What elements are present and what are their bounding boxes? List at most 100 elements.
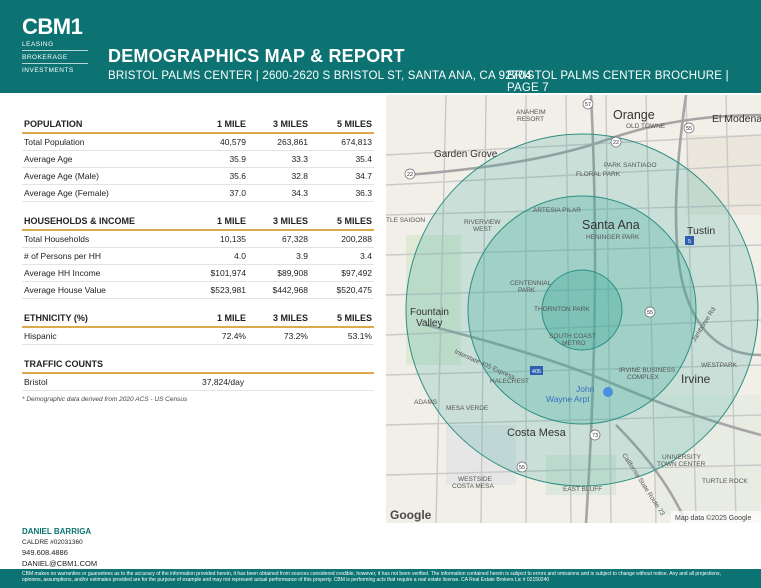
table-row: Average Age (Male) 35.6 32.8 34.7 <box>22 167 374 185</box>
shield-label: 5 <box>688 239 691 245</box>
map-attribution[interactable]: Map data ©2025 Google <box>675 514 751 522</box>
population-table: POPULATION 1 MILE 3 MILES 5 MILES Total … <box>22 115 374 202</box>
row-label: Total Households <box>22 230 168 248</box>
broker-email[interactable]: DANIEL@CBM1.COM <box>22 558 98 568</box>
cell: 35.9 <box>168 150 248 168</box>
map-label: OLD TOWNE <box>626 123 666 130</box>
cell: $89,908 <box>248 264 310 282</box>
table-row: Average HH Income $101,974 $89,908 $97,492 <box>22 264 374 282</box>
row-label: Average Age (Female) <box>22 184 168 202</box>
col-5-miles: 5 MILES <box>310 212 374 231</box>
shield-label: 22 <box>613 140 619 146</box>
logo-wordmark: CBM1 <box>22 14 83 39</box>
page-title: DEMOGRAPHICS MAP & REPORT <box>108 46 405 66</box>
city-label: Tustin <box>687 225 715 237</box>
cell: 32.8 <box>248 167 310 185</box>
traffic-heading: TRAFFIC COUNTS <box>22 355 374 374</box>
map-labels: ANAHEIM RESORT OLD TOWNE PARK SANTIAGO F… <box>386 109 748 493</box>
cell: 72.4% <box>168 327 248 345</box>
row-label: Average Age <box>22 150 168 168</box>
table-row: Average Age 35.9 33.3 35.4 <box>22 150 374 168</box>
property-address: BRISTOL PALMS CENTER | 2600-2620 S BRIST… <box>108 70 532 82</box>
cell: 73.2% <box>248 327 310 345</box>
cell: 674,813 <box>310 133 374 151</box>
col-3-miles: 3 MILES <box>248 115 310 134</box>
households-table: HOUSEHOLDS & INCOME 1 MILE 3 MILES 5 MIL… <box>22 212 374 299</box>
logo-line-investments: INVESTMENTS <box>22 67 74 74</box>
city-label: Costa Mesa <box>507 427 567 439</box>
shield-label: 55 <box>647 310 653 316</box>
cell: $97,492 <box>310 264 374 282</box>
broker-name: DANIEL BARRIGA <box>22 527 92 536</box>
col-5-miles: 5 MILES <box>310 309 374 328</box>
shield-label: 22 <box>407 172 413 178</box>
table-row: Hispanic 72.4% 73.2% 53.1% <box>22 327 374 345</box>
col-3-miles: 3 MILES <box>248 309 310 328</box>
map-label: UNIVERSITY <box>662 454 702 461</box>
radius-3-miles <box>467 195 697 425</box>
col-5-miles: 5 MILES <box>310 115 374 134</box>
map-label: TLE SAIGON <box>386 217 425 224</box>
logo-line-brokerage: BROKERAGE <box>22 51 88 64</box>
city-label: Orange <box>613 108 655 122</box>
shield-5-icon <box>685 236 694 245</box>
map-label: EAST BLUFF <box>563 486 602 493</box>
radius-map[interactable]: ANAHEIM RESORT OLD TOWNE PARK SANTIAGO F… <box>386 95 761 523</box>
shield-label: 55 <box>686 126 692 132</box>
broker-phone[interactable]: 949.608.4886 <box>22 548 68 557</box>
page-header: CBM1 LEASING BROKERAGE INVESTMENTS DEMOG… <box>0 0 761 94</box>
table-row: Average House Value $523,981 $442,968 $520,… <box>22 281 374 299</box>
cell: 35.6 <box>168 167 248 185</box>
cell: $523,981 <box>168 281 248 299</box>
freeways <box>405 95 761 523</box>
airport-icon <box>603 387 613 397</box>
cbm1-logo: CBM1 LEASING BROKERAGE INVESTMENTS <box>22 16 88 76</box>
map-label: IRVINE BUSINESS <box>619 367 676 374</box>
map-label: METRO <box>562 340 585 347</box>
map-label: RIVERVIEW <box>464 219 501 226</box>
cell: 4.0 <box>168 247 248 265</box>
radius-5-miles <box>405 133 759 487</box>
broker-contact: DANIEL BARRIGA CALDRE #02031360 949.608.… <box>22 527 97 569</box>
census-note: * Demographic data derived from 2020 ACS… <box>22 396 188 403</box>
airport-labels: John Wayne Arpt <box>546 384 595 404</box>
cell: 10,135 <box>168 230 248 248</box>
row-label: Average House Value <box>22 281 168 299</box>
shield-22-icon <box>404 168 416 180</box>
shield-22-icon <box>610 136 622 148</box>
cell: 53.1% <box>310 327 374 345</box>
shield-55-icon <box>644 306 656 318</box>
col-1-mile: 1 MILE <box>168 309 248 328</box>
map-label: ARTESIA PILAR <box>533 207 581 214</box>
ethnicity-heading: ETHNICITY (%) <box>22 309 168 328</box>
cell: 263,861 <box>248 133 310 151</box>
city-label: Santa Ana <box>582 218 640 232</box>
table-row: # of Persons per HH 4.0 3.9 3.4 <box>22 247 374 265</box>
table-row: Average Age (Female) 37.0 34.3 36.3 <box>22 184 374 202</box>
row-label: Total Population <box>22 133 168 151</box>
shield-55-icon <box>516 461 528 473</box>
highway-shields: 57 22 22 55 55 55 5 405 73 <box>404 98 695 473</box>
city-label: Garden Grove <box>434 149 498 160</box>
table-row: Bristol 37,824/day <box>22 373 374 391</box>
city-labels: Orange El Modena Garden Grove Santa Ana … <box>410 108 761 439</box>
map-label: WESTPARK <box>701 362 738 369</box>
row-label: Average Age (Male) <box>22 167 168 185</box>
cell: 36.3 <box>310 184 374 202</box>
city-label: El Modena <box>712 113 761 125</box>
cell: 34.3 <box>248 184 310 202</box>
map-label: SOUTH COAST <box>549 333 596 340</box>
shield-label: 57 <box>585 102 591 108</box>
shield-label: 73 <box>592 433 598 439</box>
map-label: HALECREST <box>490 378 529 385</box>
shield-405-icon <box>530 366 543 375</box>
cell: 200,288 <box>310 230 374 248</box>
households-heading: HOUSEHOLDS & INCOME <box>22 212 168 231</box>
shield-label: 405 <box>532 369 541 375</box>
airport-label: Wayne Arpt <box>546 394 590 404</box>
city-label: Fountain <box>410 307 449 318</box>
col-1-mile: 1 MILE <box>168 212 248 231</box>
broker-license: CALDRE #02031360 <box>22 538 83 546</box>
map-label: TURTLE ROCK <box>702 478 748 485</box>
row-label: # of Persons per HH <box>22 247 168 265</box>
